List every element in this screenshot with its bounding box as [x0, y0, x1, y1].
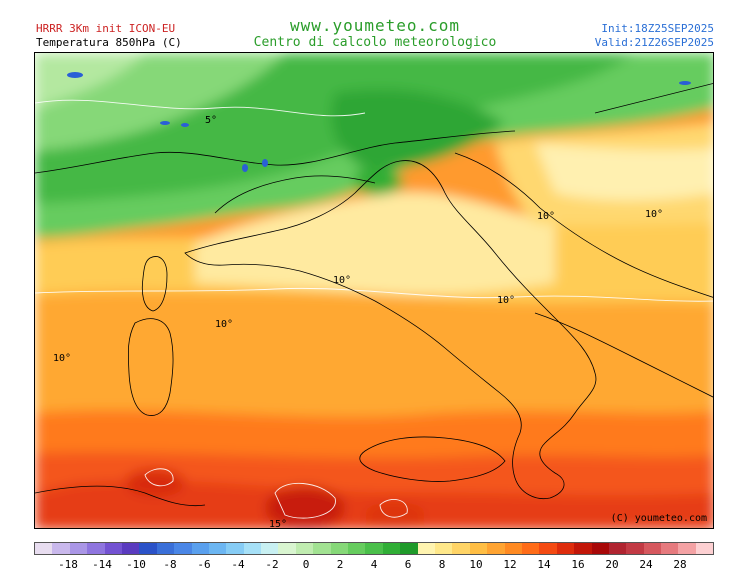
- legend-tick-label: 16: [571, 558, 585, 571]
- legend-swatch: [261, 543, 279, 554]
- temperature-field: [35, 53, 713, 528]
- legend-tick-label: -18: [58, 558, 78, 571]
- legend-tick-label: -2: [265, 558, 279, 571]
- legend-swatch: [469, 543, 488, 554]
- temperature-map[interactable]: 5° 10° 10° 10° 10° 10° 10° 15° (C) youme…: [34, 52, 714, 529]
- legend-tick-label: -14: [92, 558, 112, 571]
- legend-swatch: [52, 543, 70, 554]
- legend-swatch: [104, 543, 122, 554]
- isotherm-label: 10°: [645, 209, 663, 220]
- site-subtitle: Centro di calcolo meteorologico: [253, 35, 497, 50]
- copyright-label: (C) youmeteo.com: [610, 513, 707, 524]
- variable-label: Temperatura 850hPa (C): [36, 36, 182, 49]
- legend-swatch: [156, 543, 175, 554]
- legend-swatch: [174, 543, 192, 554]
- coastlines-borders: [35, 83, 713, 507]
- legend-swatch: [139, 543, 157, 554]
- legend-tick-label: 24: [639, 558, 653, 571]
- legend-swatch: [365, 543, 383, 554]
- legend-swatch: [348, 543, 366, 554]
- legend-swatch: [382, 543, 401, 554]
- legend-swatch: [504, 543, 522, 554]
- legend-tick-labels: -18 -14 -10 -8 -6 -4 -2 0 2 4 6 8 10 12 14 16 20 24 28: [34, 558, 714, 574]
- legend-swatch: [400, 543, 418, 554]
- legend-swatch: [35, 543, 53, 554]
- map-canvas: 5° 10° 10° 10° 10° 10° 10° 15°: [35, 53, 713, 529]
- legend-swatch: [574, 543, 592, 554]
- legend-swatch: [678, 543, 696, 554]
- legend-swatch: [313, 543, 331, 554]
- legend-tick-label: 28: [673, 558, 687, 571]
- legend-swatch: [661, 543, 679, 554]
- isotherm-labels: 5° 10° 10° 10° 10° 10° 10° 15°: [53, 115, 663, 529]
- legend-swatch: [626, 543, 644, 554]
- legend-swatch: [278, 543, 296, 554]
- legend-swatch: [556, 543, 575, 554]
- model-label: HRRR 3Km init ICON-EU: [36, 22, 176, 35]
- legend-swatch: [69, 543, 88, 554]
- isotherm-label: 15°: [269, 519, 287, 529]
- valid-time-label: Valid:21Z26SEP2025: [594, 36, 714, 49]
- legend-swatch: [695, 543, 714, 554]
- legend-tick-label: -8: [163, 558, 177, 571]
- lakes: [67, 72, 691, 172]
- legend-tick-label: 10: [469, 558, 483, 571]
- legend-tick-label: 12: [503, 558, 517, 571]
- legend-swatch: [121, 543, 140, 554]
- isotherm-label: 10°: [537, 211, 555, 222]
- legend-swatch: [87, 543, 105, 554]
- legend-swatch: [539, 543, 557, 554]
- legend-swatch: [243, 543, 262, 554]
- site-title[interactable]: www.youmeteo.com: [289, 16, 461, 35]
- legend-swatch: [330, 543, 349, 554]
- isotherm-label: 10°: [333, 275, 351, 286]
- legend-tick-label: -6: [197, 558, 211, 571]
- isotherm-label: 10°: [215, 319, 233, 330]
- legend-swatch: [452, 543, 470, 554]
- legend-tick-label: 0: [302, 558, 310, 571]
- legend-tick-label: 6: [404, 558, 412, 571]
- isotherm-label: 5°: [205, 115, 217, 126]
- legend-swatch: [521, 543, 540, 554]
- isotherm-label: 10°: [497, 295, 515, 306]
- legend-swatch: [295, 543, 314, 554]
- legend-tick-label: 4: [370, 558, 378, 571]
- init-time-label: Init:18Z25SEP2025: [601, 22, 714, 35]
- legend-swatch: [608, 543, 627, 554]
- legend-tick-label: -4: [231, 558, 245, 571]
- legend-tick-label: 14: [537, 558, 551, 571]
- isotherms: [35, 99, 713, 519]
- legend-swatch: [191, 543, 209, 554]
- legend-tick-label: 2: [336, 558, 344, 571]
- legend-tick-label: -10: [126, 558, 146, 571]
- legend-tick-label: 8: [438, 558, 446, 571]
- legend-swatch: [417, 543, 435, 554]
- legend-swatch: [226, 543, 244, 554]
- color-scale-legend: [34, 542, 714, 555]
- isotherm-label: 10°: [53, 353, 71, 364]
- legend-tick-label: 20: [605, 558, 619, 571]
- legend-swatch: [643, 543, 662, 554]
- legend-swatch: [487, 543, 505, 554]
- legend-swatch: [591, 543, 609, 554]
- legend-swatch: [208, 543, 227, 554]
- legend-swatch: [434, 543, 453, 554]
